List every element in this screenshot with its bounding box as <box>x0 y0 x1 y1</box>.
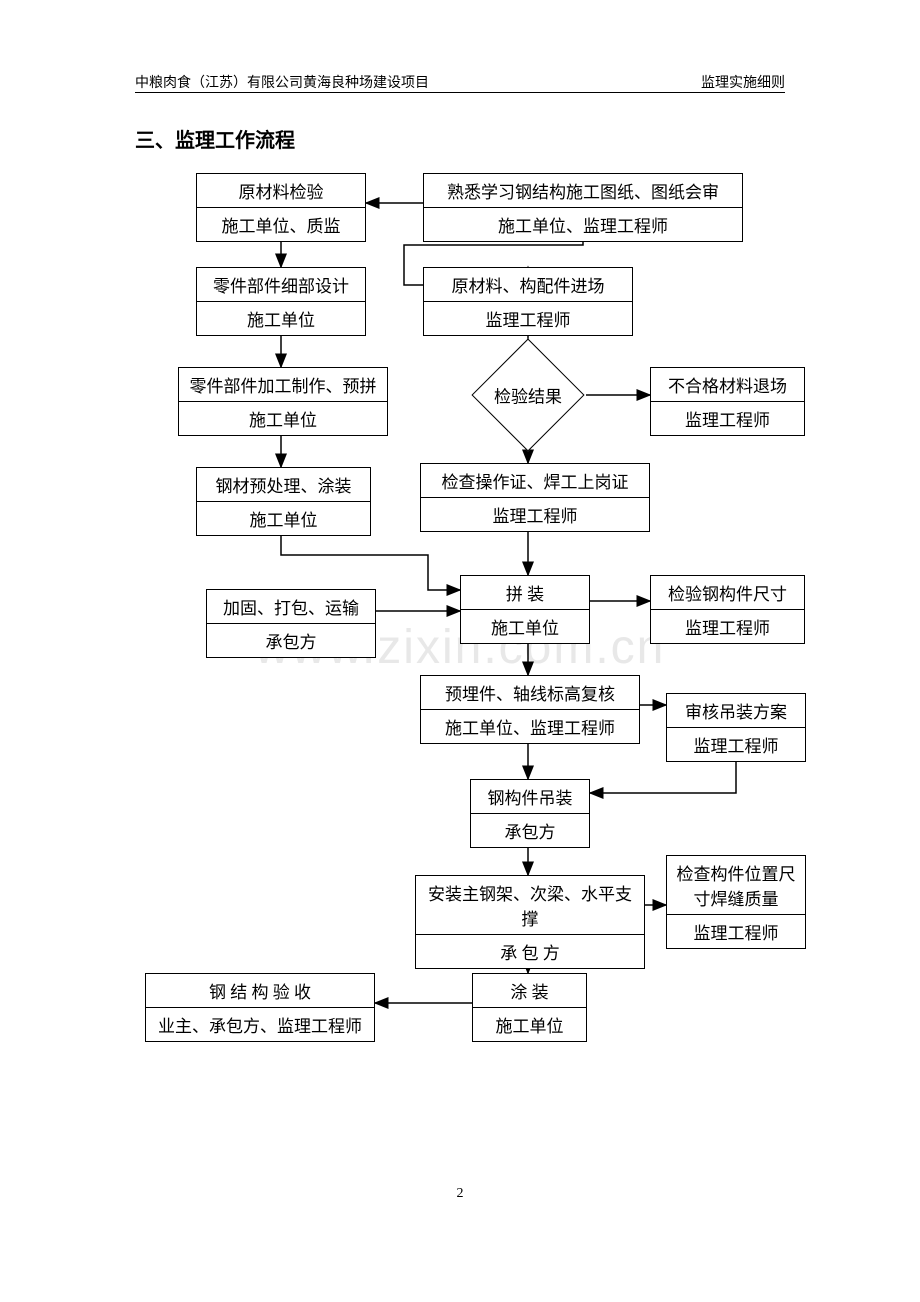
node-title: 安装主钢架、次梁、水平支撑 <box>416 876 644 934</box>
node-subtitle: 监理工程师 <box>421 497 649 531</box>
flowchart-node-n1: 原材料检验施工单位、质监 <box>196 173 366 242</box>
node-title: 拼 装 <box>461 576 589 609</box>
flowchart-node-n2: 熟悉学习钢结构施工图纸、图纸会审施工单位、监理工程师 <box>423 173 743 242</box>
flowchart-node-n11: 检验钢构件尺寸监理工程师 <box>650 575 805 644</box>
flowchart-node-n18: 钢 结 构 验 收业主、承包方、监理工程师 <box>145 973 375 1042</box>
node-subtitle: 施工单位 <box>461 609 589 643</box>
header-right: 监理实施细则 <box>701 72 785 92</box>
node-subtitle: 监理工程师 <box>651 609 804 643</box>
flowchart-node-n5: 零件部件加工制作、预拼施工单位 <box>178 367 388 436</box>
node-subtitle: 承 包 方 <box>416 934 644 968</box>
node-subtitle: 监理工程师 <box>424 301 632 335</box>
flowchart-node-n7: 钢材预处理、涂装施工单位 <box>196 467 371 536</box>
flowchart-node-n13: 审核吊装方案监理工程师 <box>666 693 806 762</box>
node-title: 熟悉学习钢结构施工图纸、图纸会审 <box>424 174 742 207</box>
node-title: 涂 装 <box>473 974 586 1007</box>
node-subtitle: 业主、承包方、监理工程师 <box>146 1007 374 1041</box>
flowchart-node-n8: 检查操作证、焊工上岗证监理工程师 <box>420 463 650 532</box>
node-subtitle: 承包方 <box>471 813 589 847</box>
node-title: 检查操作证、焊工上岗证 <box>421 464 649 497</box>
flowchart-node-n9: 拼 装施工单位 <box>460 575 590 644</box>
flowchart-node-n15: 安装主钢架、次梁、水平支撑承 包 方 <box>415 875 645 969</box>
node-title: 预埋件、轴线标高复核 <box>421 676 639 709</box>
node-title: 钢构件吊装 <box>471 780 589 813</box>
flowchart-node-n10: 加固、打包、运输承包方 <box>206 589 376 658</box>
flowchart-node-n3: 零件部件细部设计施工单位 <box>196 267 366 336</box>
node-subtitle: 施工单位 <box>179 401 387 435</box>
header-left: 中粮肉食（江苏）有限公司黄海良种场建设项目 <box>135 72 429 92</box>
flowchart-node-n6: 不合格材料退场监理工程师 <box>650 367 805 436</box>
node-title: 不合格材料退场 <box>651 368 804 401</box>
node-title: 原材料检验 <box>197 174 365 207</box>
node-subtitle: 施工单位 <box>197 301 365 335</box>
node-subtitle: 监理工程师 <box>667 727 805 761</box>
header-divider <box>135 92 785 93</box>
node-subtitle: 施工单位 <box>473 1007 586 1041</box>
flowchart-decision-d1: 检验结果 <box>468 365 588 425</box>
node-subtitle: 施工单位、监理工程师 <box>421 709 639 743</box>
node-subtitle: 施工单位 <box>197 501 370 535</box>
node-title: 零件部件细部设计 <box>197 268 365 301</box>
node-title: 审核吊装方案 <box>667 694 805 727</box>
flowchart-node-n12: 预埋件、轴线标高复核施工单位、监理工程师 <box>420 675 640 744</box>
flowchart-node-n14: 钢构件吊装承包方 <box>470 779 590 848</box>
node-title: 检验钢构件尺寸 <box>651 576 804 609</box>
section-title: 三、监理工作流程 <box>135 124 295 153</box>
decision-label: 检验结果 <box>494 383 562 408</box>
node-subtitle: 监理工程师 <box>667 914 805 948</box>
node-subtitle: 施工单位、质监 <box>197 207 365 241</box>
node-title: 零件部件加工制作、预拼 <box>179 368 387 401</box>
flowchart-node-n16: 检查构件位置尺寸焊缝质量监理工程师 <box>666 855 806 949</box>
node-subtitle: 监理工程师 <box>651 401 804 435</box>
node-title: 钢 结 构 验 收 <box>146 974 374 1007</box>
node-subtitle: 承包方 <box>207 623 375 657</box>
flowchart-container: 原材料检验施工单位、质监熟悉学习钢结构施工图纸、图纸会审施工单位、监理工程师零件… <box>0 165 920 1190</box>
node-title: 原材料、构配件进场 <box>424 268 632 301</box>
flowchart-node-n17: 涂 装施工单位 <box>472 973 587 1042</box>
node-subtitle: 施工单位、监理工程师 <box>424 207 742 241</box>
node-title: 检查构件位置尺寸焊缝质量 <box>667 856 805 914</box>
node-title: 钢材预处理、涂装 <box>197 468 370 501</box>
node-title: 加固、打包、运输 <box>207 590 375 623</box>
flowchart-node-n4: 原材料、构配件进场监理工程师 <box>423 267 633 336</box>
